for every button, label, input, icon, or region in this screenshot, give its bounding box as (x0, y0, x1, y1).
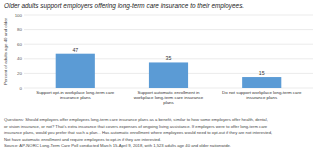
bar (149, 62, 188, 88)
bar (56, 54, 95, 88)
tick-label: 60 (17, 42, 22, 47)
tick-label: 100 (15, 13, 23, 18)
grid-line (24, 29, 313, 30)
footnote: Not have automatic enrollment and requir… (4, 137, 161, 142)
category-label-line: insurance plans (246, 95, 278, 100)
tick-label: 80 (17, 27, 22, 32)
category-label: Do not support workplace long-term carei… (222, 90, 302, 100)
tick-label: 40 (17, 56, 22, 61)
footnote: Questions: Should employers offer employ… (4, 117, 268, 122)
category-label-line: plans (163, 100, 174, 105)
category-label: Support automatic enrollment inworkplace… (134, 90, 204, 105)
bar (242, 77, 281, 88)
tick-label: 20 (17, 71, 22, 76)
footnote: insurance plans, would you prefer that s… (4, 130, 272, 135)
footnote: Source: AP-NORC Long-Term Care Poll cond… (4, 143, 231, 148)
data-label: 47 (72, 47, 78, 53)
data-label: 15 (259, 70, 265, 76)
data-label: 35 (166, 55, 172, 61)
plot-area (24, 15, 313, 88)
chart: Older adults support employers offering … (0, 0, 318, 159)
category-label-line: insurance plans (60, 95, 92, 100)
category-label: Support opt-in workplace long-term carei… (36, 90, 115, 100)
bars (56, 54, 282, 88)
axis-label: Percent of adults age 40 and older (3, 17, 8, 85)
footnote: or vision insurance, or not? That's extr… (4, 124, 268, 129)
grid-line (24, 44, 313, 45)
tick-label: 0 (20, 86, 23, 91)
title: Older adults support employers offering … (4, 2, 244, 10)
grid-line (24, 15, 313, 16)
